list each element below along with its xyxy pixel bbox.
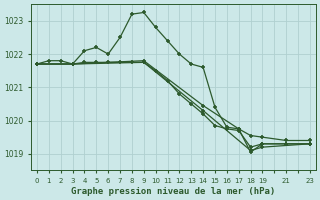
X-axis label: Graphe pression niveau de la mer (hPa): Graphe pression niveau de la mer (hPa) — [71, 187, 276, 196]
